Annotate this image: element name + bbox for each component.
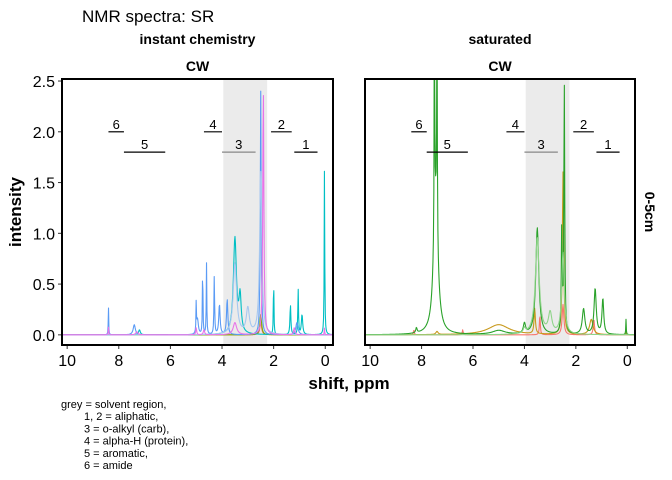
row-strip-label: 0-5cm	[642, 192, 658, 232]
y-tick-label: 2.0	[33, 125, 55, 142]
region-5-label: 5	[444, 137, 451, 152]
caption-line: 3 = o-alkyl (carb),	[84, 423, 169, 435]
caption: grey = solvent region,1, 2 = aliphatic,3…	[61, 399, 188, 472]
x-tick-label: 6	[166, 353, 175, 370]
region-1-label: 1	[302, 137, 309, 152]
y-tick-label: 0.5	[33, 277, 55, 294]
caption-line: 6 = amide	[84, 460, 133, 472]
series-group	[365, 79, 635, 336]
caption-line: 4 = alpha-H (protein),	[84, 436, 188, 448]
x-tick-label: 4	[218, 353, 227, 370]
region-1-label: 1	[604, 137, 611, 152]
region-6-label: 6	[415, 117, 422, 132]
region-2-label: 2	[580, 117, 587, 132]
x-axis-label: shift, ppm	[308, 374, 389, 393]
region-4-label: 4	[512, 117, 519, 132]
panel-strip-bottom: CW	[488, 58, 512, 74]
panel-border	[364, 78, 636, 346]
y-tick-label: 0.0	[33, 328, 55, 345]
series-line-6	[62, 95, 333, 336]
series-group	[62, 90, 333, 336]
panel-strip-top: instant chemistry	[140, 31, 256, 47]
x-tick-label: 2	[571, 353, 580, 370]
region-3-label: 3	[538, 137, 545, 152]
panel-border	[61, 78, 334, 346]
x-tick-label: 4	[520, 353, 529, 370]
caption-line: 1, 2 = aliphatic,	[84, 411, 158, 423]
y-tick-label: 2.5	[33, 74, 55, 91]
panel-1: instant chemistry CW 1 2 3 4 5 6 10 8 6 4 2 0 0.0 0.5 1.…	[33, 31, 334, 370]
x-tick-label: 10	[361, 353, 379, 370]
chart-title: NMR spectra: SR	[82, 7, 214, 26]
series-line-3	[365, 79, 635, 336]
panel-2: saturated CW 1 2 3 4 5 6 10 8 6 4 2 0	[361, 31, 636, 370]
x-tick-label: 0	[623, 353, 632, 370]
region-5-label: 5	[141, 137, 148, 152]
region-2-label: 2	[278, 117, 285, 132]
region-3-label: 3	[235, 137, 242, 152]
x-tick-label: 8	[417, 353, 426, 370]
x-tick-label: 6	[469, 353, 478, 370]
y-tick-label: 1.0	[33, 226, 55, 243]
panel-strip-top: saturated	[468, 31, 531, 47]
caption-line: 5 = aromatic,	[84, 448, 148, 460]
y-axis-label: intensity	[6, 177, 25, 247]
series-line-4	[365, 237, 635, 336]
caption-line: grey = solvent region,	[61, 399, 166, 411]
x-tick-label: 0	[321, 353, 330, 370]
x-tick-label: 8	[114, 353, 123, 370]
region-6-label: 6	[113, 117, 120, 132]
x-tick-label: 10	[58, 353, 76, 370]
panel-strip-bottom: CW	[186, 58, 210, 74]
region-4-label: 4	[209, 117, 216, 132]
x-tick-label: 2	[269, 353, 278, 370]
y-tick-label: 1.5	[33, 176, 55, 193]
